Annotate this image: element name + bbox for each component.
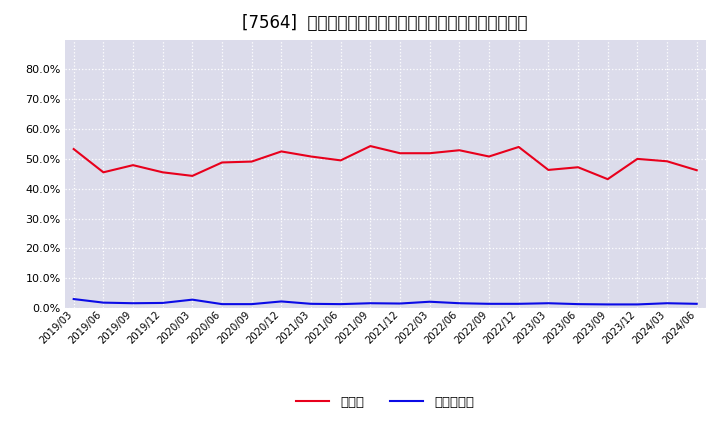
有利子負債 <box>366 301 374 306</box>
現預金 <box>603 176 612 182</box>
有利子負債 <box>603 302 612 307</box>
現預金 <box>277 149 286 154</box>
現預金 <box>455 147 464 153</box>
有利子負債 <box>514 301 523 307</box>
現預金 <box>544 167 553 172</box>
現預金 <box>485 154 493 159</box>
有利子負債 <box>158 300 167 305</box>
現預金 <box>396 150 405 156</box>
有利子負債 <box>426 299 434 304</box>
現預金 <box>574 165 582 170</box>
現預金 <box>307 154 315 159</box>
現預金 <box>99 170 108 175</box>
現預金 <box>248 159 256 164</box>
有利子負債 <box>277 299 286 304</box>
有利子負債 <box>248 301 256 307</box>
現預金 <box>188 173 197 179</box>
Line: 現預金: 現預金 <box>73 146 697 179</box>
有利子負債 <box>485 301 493 307</box>
Line: 有利子負債: 有利子負債 <box>73 299 697 304</box>
有利子負債 <box>99 300 108 305</box>
有利子負債 <box>188 297 197 302</box>
現預金 <box>633 156 642 161</box>
現預金 <box>217 160 226 165</box>
現預金 <box>336 158 345 163</box>
Legend: 現預金, 有利子負債: 現預金, 有利子負債 <box>291 391 480 414</box>
現預金 <box>693 168 701 173</box>
有利子負債 <box>129 301 138 306</box>
有利子負債 <box>544 301 553 306</box>
有利子負債 <box>633 302 642 307</box>
Title: [7564]  現預金、有利子負債の総資産に対する比率の推移: [7564] 現預金、有利子負債の総資産に対する比率の推移 <box>243 15 528 33</box>
現預金 <box>514 144 523 150</box>
有利子負債 <box>574 301 582 307</box>
有利子負債 <box>217 301 226 307</box>
現預金 <box>158 170 167 175</box>
有利子負債 <box>396 301 405 306</box>
有利子負債 <box>69 297 78 302</box>
現預金 <box>366 143 374 149</box>
現預金 <box>426 150 434 156</box>
現預金 <box>69 147 78 152</box>
有利子負債 <box>307 301 315 307</box>
有利子負債 <box>336 301 345 307</box>
有利子負債 <box>662 301 671 306</box>
有利子負債 <box>455 301 464 306</box>
有利子負債 <box>693 301 701 307</box>
現預金 <box>662 159 671 164</box>
現預金 <box>129 162 138 168</box>
